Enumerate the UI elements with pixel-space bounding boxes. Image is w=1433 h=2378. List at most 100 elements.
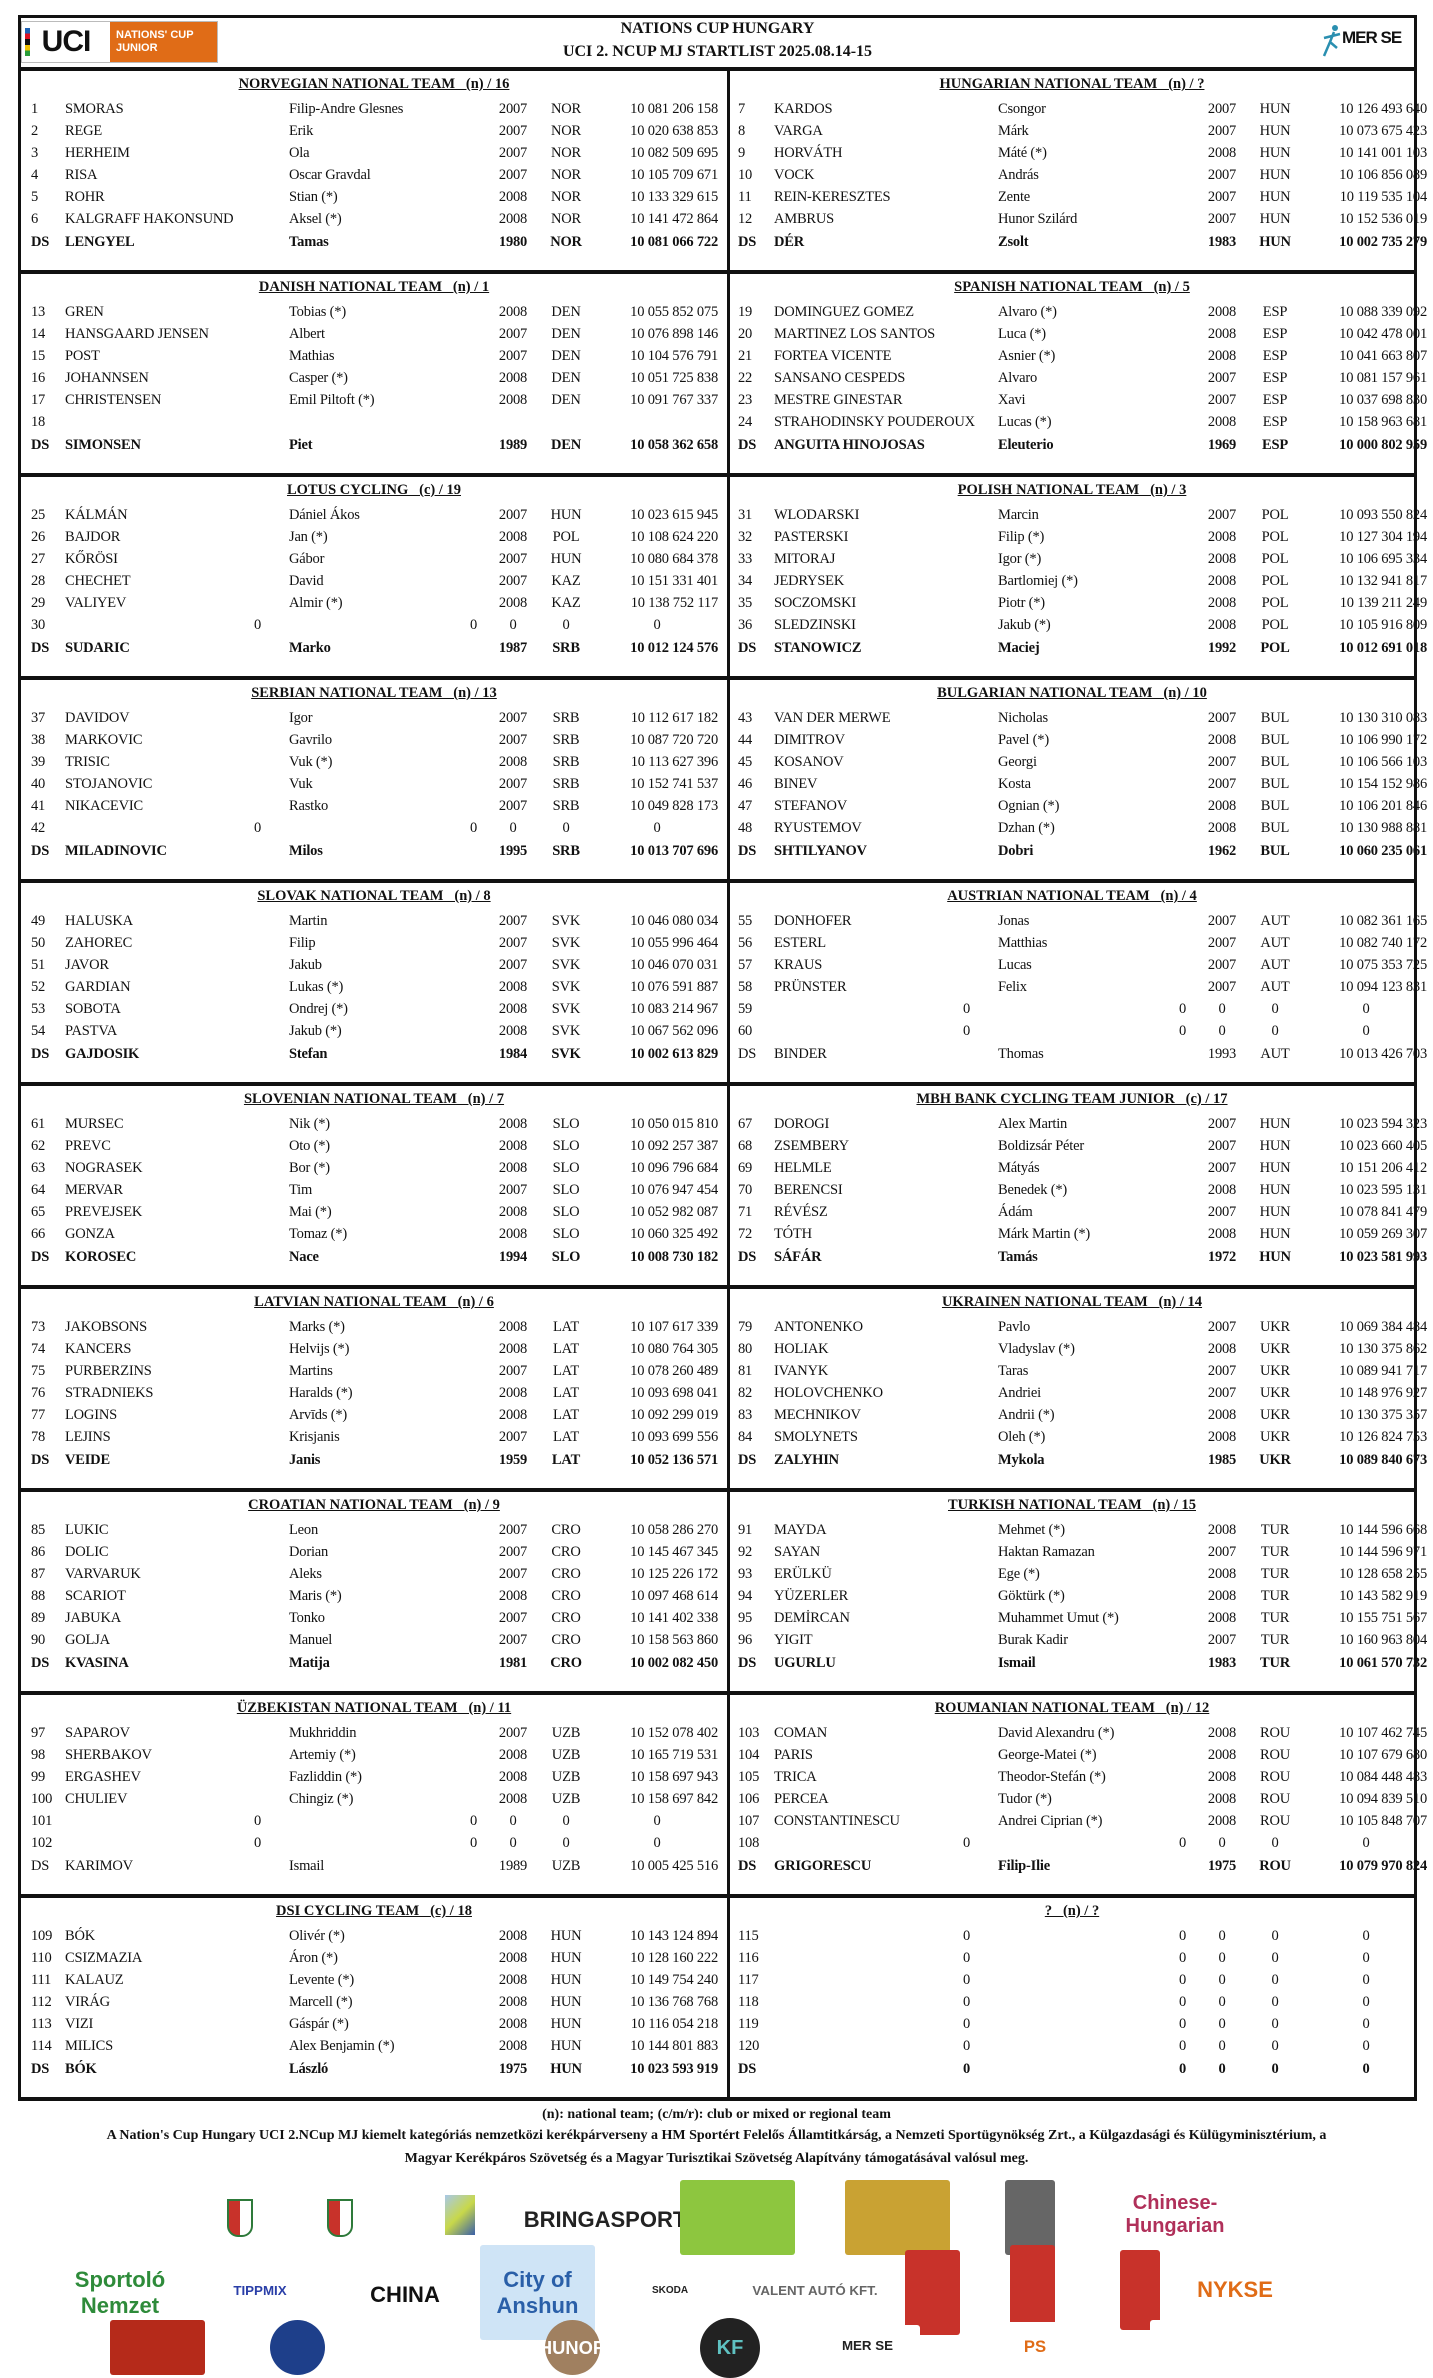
rider-row: 38 MARKOVIC Gavrilo 2007 SRB 10 087 720 720 (21, 729, 727, 751)
rider-firstname: Zente (998, 189, 1031, 205)
rider-nation: 0 (1271, 2016, 1279, 2032)
rider-number: DS (738, 640, 757, 656)
rider-nation: HUN (1259, 1160, 1291, 1176)
rider-nation: SLO (552, 1182, 580, 1198)
rider-firstname: Márk (998, 123, 1029, 139)
team-title-text: POLISH NATIONAL TEAM (n) / 3 (957, 482, 1187, 498)
rider-surname: TRICA (774, 1769, 817, 1785)
rider-number: 43 (738, 710, 753, 726)
rider-uci-id: 10 060 235 061 (1339, 843, 1427, 859)
support-note-line1: A Nation's Cup Hungary UCI 2.NCup MJ kie… (106, 2128, 1327, 2143)
rider-nation: HUN (1259, 167, 1291, 183)
rider-birth-year: 2007 (498, 573, 528, 589)
rider-row: 55 DONHOFER Jonas 2007 AUT 10 082 361 165 (730, 910, 1427, 932)
rider-firstname: Marcin (998, 507, 1039, 523)
rider-firstname: Artemiy (*) (289, 1747, 356, 1763)
rider-firstname: Chingiz (*) (289, 1791, 354, 1807)
rider-nation: 0 (1271, 1023, 1279, 1039)
rider-firstname: Maciej (998, 640, 1040, 656)
rider-row: 5 ROHR Stian (*) 2008 NOR 10 133 329 615 (21, 186, 727, 208)
rider-birth-year: 1975 (498, 2061, 528, 2077)
rider-number: 46 (738, 776, 753, 792)
rider-uci-id: 10 052 136 571 (630, 1452, 718, 1468)
rider-nation: KAZ (551, 573, 581, 589)
rider-birth-year: 2008 (1207, 1566, 1237, 1582)
rider-nation: UZB (551, 1769, 581, 1785)
rider-uci-id: 10 055 996 464 (630, 935, 718, 951)
rider-nation: NOR (550, 123, 581, 139)
rider-birth-year: 2008 (1207, 1226, 1237, 1242)
rider-nation: NOR (550, 211, 581, 227)
sponsor-logo (200, 2180, 280, 2255)
team-title-text: AUSTRIAN NATIONAL TEAM (n) / 4 (947, 888, 1197, 904)
sports-director-row: DS 0 0 0 0 0 (730, 2058, 1414, 2080)
rider-surname: DÉR (774, 234, 805, 250)
rider-nation: HUN (1259, 234, 1291, 250)
rider-uci-id: 10 067 562 096 (630, 1023, 718, 1039)
rider-nation: CRO (551, 1566, 581, 1582)
team-title-text: SLOVENIAN NATIONAL TEAM (n) / 7 (243, 1091, 505, 1107)
rider-uci-id: 0 (1362, 1972, 1370, 1988)
rider-nation: HUN (550, 551, 582, 567)
rider-uci-id: 10 125 226 172 (630, 1566, 718, 1582)
rider-number: 49 (31, 913, 46, 929)
team-title-text: DSI CYCLING TEAM (c) / 18 (276, 1903, 472, 1919)
rider-row: 96 YIGIT Burak Kadir 2007 TUR 10 160 963 804 (730, 1629, 1427, 1651)
team-title: ROUMANIAN NATIONAL TEAM (n) / 12 (730, 1695, 1414, 1722)
team-block: BULGARIAN NATIONAL TEAM (n) / 10 43 VAN DE… (730, 680, 1427, 879)
rider-nation: BUL (1260, 710, 1290, 726)
rider-row: 34 JEDRYSEK Bartlomiej (*) 2008 POL 10 132 94… (730, 570, 1427, 592)
rider-surname: KARIMOV (65, 1858, 133, 1874)
team-title: LATVIAN NATIONAL TEAM (n) / 6 (21, 1289, 727, 1316)
rider-firstname: Ege (*) (998, 1566, 1040, 1582)
rider-number: 37 (31, 710, 46, 726)
rider-uci-id: 10 139 211 249 (1339, 595, 1427, 611)
sports-director-row: DS UGURLU Ismail 1983 TUR 10 061 570 732 (730, 1652, 1427, 1674)
rider-number: 66 (31, 1226, 46, 1242)
rider-number: DS (31, 2061, 50, 2077)
rider-uci-id: 0 (653, 820, 661, 836)
rider-uci-id: 10 158 697 842 (630, 1791, 718, 1807)
rider-surname: ERGASHEV (65, 1769, 141, 1785)
rider-row: 19 DOMINGUEZ GOMEZ Alvaro (*) 2008 ESP 10 088… (730, 301, 1427, 323)
rider-surname: JEDRYSEK (774, 573, 845, 589)
rider-firstname: Jakub (*) (998, 617, 1051, 633)
rider-number: DS (31, 437, 50, 453)
rider-surname: KALGRAFF HAKONSUND (65, 211, 234, 227)
rider-surname: GOLJA (65, 1632, 110, 1648)
rider-surname: 0 (962, 1023, 970, 1039)
rider-uci-id: 10 012 124 576 (630, 640, 718, 656)
rider-birth-year: 2008 (498, 1769, 528, 1785)
rider-row: 44 DIMITROV Pavel (*) 2008 BUL 10 106 990 172 (730, 729, 1427, 751)
rider-surname: 0 (962, 1001, 970, 1017)
rider-row: 71 RÉVÉSZ Ádám 2007 HUN 10 078 841 479 (730, 1201, 1427, 1223)
sponsor-logo (845, 2180, 950, 2255)
rider-uci-id: 10 055 852 075 (630, 304, 718, 320)
rider-firstname: Jakub (289, 957, 322, 973)
rider-nation: HUN (550, 1950, 582, 1966)
rider-firstname: 0 (1178, 2061, 1186, 2077)
rider-uci-id: 10 000 802 959 (1339, 437, 1427, 453)
rider-nation: BUL (1260, 843, 1290, 859)
rider-firstname: Aleks (289, 1566, 322, 1582)
rider-surname: DONHOFER (774, 913, 852, 929)
rider-number: 31 (738, 507, 753, 523)
rider-firstname: Marko (289, 640, 331, 656)
rider-birth-year: 2008 (498, 1994, 528, 2010)
rider-number: 109 (31, 1928, 53, 1944)
rider-row: 23 MESTRE GINESTAR Xavi 2007 ESP 10 037 698 8… (730, 389, 1427, 411)
rider-row: 85 LUKIC Leon 2007 CRO 10 058 286 270 (21, 1519, 727, 1541)
rider-birth-year: 2008 (498, 1116, 528, 1132)
rider-uci-id: 10 091 767 337 (630, 392, 718, 408)
rider-number: DS (738, 1655, 757, 1671)
rider-row: 50 ZAHOREC Filip 2007 SVK 10 055 996 464 (21, 932, 727, 954)
rider-firstname: Oto (*) (289, 1138, 330, 1154)
sponsor-logo (110, 2320, 205, 2375)
rider-nation: 0 (1271, 1001, 1279, 1017)
rider-nation: SVK (551, 1023, 581, 1039)
rider-number: 45 (738, 754, 753, 770)
rider-row: 14 HANSGAARD JENSEN Albert 2007 DEN 10 076 89… (21, 323, 727, 345)
rider-uci-id: 10 076 947 454 (630, 1182, 718, 1198)
rider-firstname: Mykola (998, 1452, 1045, 1468)
rider-number: DS (738, 234, 757, 250)
